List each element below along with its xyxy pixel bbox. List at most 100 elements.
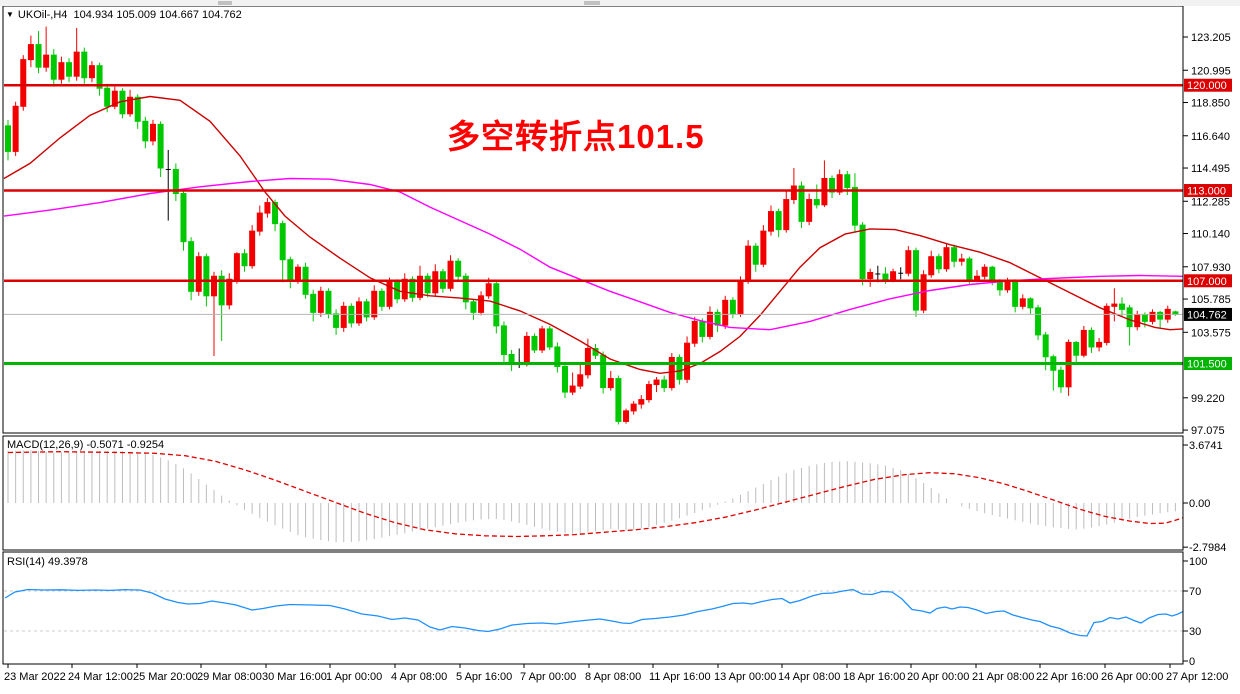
candle-body [363,301,370,318]
candle-body [409,278,416,298]
price-axis-label: 110.140 [1191,229,1230,241]
price-axis-label: 114.495 [1191,163,1230,175]
candle-body [455,260,462,277]
candle-body [188,241,195,292]
rsi-axis-label: 30 [1189,626,1201,638]
date-axis-label: 26 Apr 00:00 [1101,671,1163,683]
candle-body [615,378,622,422]
candle-body [531,335,538,351]
candle-body [554,346,561,368]
candle-body [1096,341,1103,348]
candle-body [20,59,27,107]
candle-body [35,44,42,68]
candle-body [310,293,317,313]
candle-body [325,290,332,315]
candle-body [111,90,118,107]
candle-body [272,202,279,225]
candle-body [691,320,698,344]
candle-body [226,278,233,306]
candle-body [470,301,477,313]
chart-title: ▼ UKOil-,H4 104.934 105.009 104.667 104.… [6,9,242,21]
candle-body [1111,303,1118,307]
price-axis-label: 105.785 [1191,294,1231,306]
date-axis-label: 29 Mar 08:00 [197,671,262,683]
candle-body [974,275,981,280]
candle-body [218,275,225,306]
candle-body [355,301,362,324]
candle-body [485,283,492,297]
candle-body [317,290,324,313]
price-axis-label: 120.995 [1191,65,1231,77]
candle-body [478,295,485,313]
candle-body [1088,329,1095,348]
macd-indicator-label: MACD(12,26,9) -0.5071 -0.9254 [7,439,165,451]
candle-body [684,342,691,380]
date-axis-label: 22 Apr 16:00 [1036,671,1098,683]
rsi-axis-label: 100 [1189,556,1207,568]
macd-axis-label: 3.6741 [1189,440,1223,452]
candle-body [401,278,408,300]
candle-body [1012,280,1019,307]
candle-body [523,335,530,365]
candle-body [607,378,614,389]
candle-body [27,44,34,61]
candle-body [1126,307,1133,328]
rsi-panel-frame[interactable] [2,551,1184,665]
candle-body [745,245,752,282]
candle-body [546,328,553,348]
candle-body [119,90,126,115]
price-axis-label: 112.285 [1191,196,1230,208]
candle-body [737,280,744,315]
candle-body [882,273,889,280]
candle-body [1073,341,1080,356]
candle-body [1157,311,1164,320]
date-axis-label: 1 Apr 00:00 [326,671,382,683]
price-badge-104.762 [1184,307,1232,321]
price-axis-label: 123.205 [1191,32,1231,44]
candle-body [890,271,897,280]
candle-body [996,281,1003,291]
price-axis-label: 116.640 [1191,131,1230,143]
candle-body [859,224,866,280]
candle-body [96,65,103,89]
candle-body [806,199,813,222]
candle-body [43,54,50,68]
date-axis-label: 24 Mar 12:00 [68,671,133,683]
date-axis-label: 8 Apr 08:00 [585,671,641,683]
candle-body [729,299,736,315]
date-axis-label: 13 Apr 00:00 [714,671,776,683]
candle-body [378,290,385,307]
candle-body [66,62,73,77]
symbol-dropdown-arrow-icon[interactable]: ▼ [6,10,14,19]
price-axis-label: 107.930 [1191,262,1231,274]
candle-body [1118,303,1125,310]
candle-body [928,256,935,276]
candle-body [1057,369,1064,388]
candle-body [600,354,607,389]
candle-body [58,62,65,80]
candle-body [676,356,683,380]
candle-body [233,253,240,280]
macd-axis-label: 0.00 [1189,498,1210,510]
rsi-indicator-label: RSI(14) 49.3978 [7,556,88,568]
candle-body [706,311,713,337]
macd-panel-frame[interactable] [2,435,1184,551]
candle-body [294,266,301,282]
candle-body [645,384,652,401]
candle-body [1141,314,1148,322]
ma-slow-magenta [3,177,1184,331]
candle-body [1134,314,1141,328]
date-axis-label: 27 Apr 12:00 [1166,671,1228,683]
candle-body [981,266,988,277]
ma-fast-red [3,95,1184,375]
candle-body [333,313,340,328]
candle-body [81,51,88,79]
candle-body [905,250,912,274]
price-badge-label: 104.762 [1187,309,1227,321]
candle-body [844,174,851,189]
main-chart-frame[interactable] [2,5,1184,434]
annotation-text: 多空转折点101.5 [447,118,705,155]
rsi-axis-label: 0 [1189,656,1195,668]
candle-body [661,379,668,389]
